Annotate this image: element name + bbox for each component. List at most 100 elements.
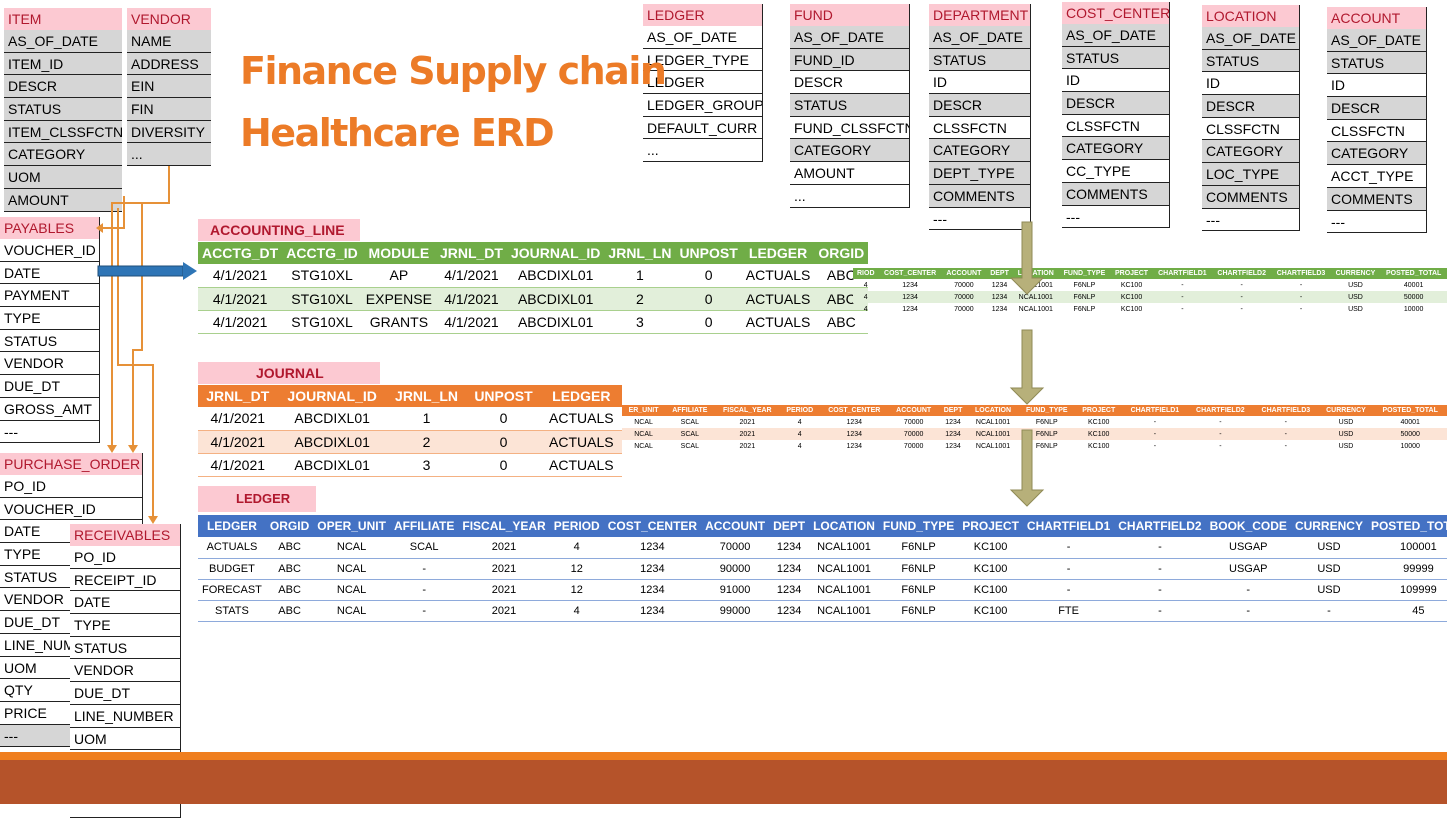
entity-field: CATEGORY bbox=[790, 139, 909, 163]
arrowhead-po bbox=[107, 445, 117, 453]
table-cell: 1234 bbox=[603, 558, 702, 580]
entity-field: STATUS bbox=[70, 636, 180, 660]
entity-field: AMOUNT bbox=[4, 188, 122, 212]
table-cell: 2021 bbox=[458, 537, 550, 559]
table-cell: ACTUALS bbox=[741, 287, 815, 311]
table-cell: F6NLP bbox=[1073, 281, 1096, 289]
column-header: FUND_TYPE bbox=[878, 515, 959, 537]
entity-field: STATUS bbox=[790, 94, 909, 117]
column-header: JRNL_LN bbox=[386, 385, 467, 407]
table-cell: 10000 bbox=[1403, 305, 1424, 313]
table-cell: - bbox=[1271, 291, 1331, 303]
table-cell: 70000 bbox=[954, 305, 974, 313]
entity-field: ID bbox=[1202, 72, 1299, 96]
table-cell: ACTUALS bbox=[540, 453, 622, 477]
entity-field: ITEM_ID bbox=[4, 52, 122, 76]
table-cell: 4/1/2021 bbox=[198, 407, 278, 431]
column-header: DEPT bbox=[986, 268, 1013, 279]
table-cell: STG10XL bbox=[282, 264, 362, 288]
table-cell: 3 bbox=[604, 310, 676, 334]
column-header: AFFILIATE bbox=[389, 515, 459, 537]
table-cell: NCAL bbox=[313, 537, 390, 559]
table-row: 4 1234 70000 1234 NCAL1001 F6NLP KC100 - - - USD 10… bbox=[853, 303, 1447, 315]
table-cell: NCAL1001 bbox=[967, 428, 1019, 440]
column-header: CURRENCY bbox=[1290, 515, 1367, 537]
entity-field: STATUS bbox=[1202, 49, 1299, 73]
table-cell: NCAL1001 bbox=[809, 600, 879, 622]
table-cell: ABCDIXL01 bbox=[277, 407, 387, 431]
column-header: CHARTFIELD2 bbox=[1212, 268, 1272, 279]
flow-arrow-3 bbox=[1009, 429, 1045, 507]
table-cell: - bbox=[1114, 558, 1206, 580]
entity-field: --- bbox=[1202, 208, 1299, 232]
entity-field: NAME bbox=[127, 30, 211, 53]
table-cell: NCAL1001 bbox=[809, 537, 879, 559]
table-row: 4/1/2021 ABCDIXL01 1 0 ACTUALS bbox=[198, 407, 622, 431]
table-cell: 2021 bbox=[714, 428, 781, 440]
table-cell: 1234 bbox=[769, 537, 810, 559]
ledger-label: LEDGER bbox=[198, 486, 316, 512]
journal-table: JRNL_DT JOURNAL_ID JRNL_LN UNPOST LEDGER 4/1/… bbox=[198, 385, 622, 477]
table-cell: - bbox=[1284, 442, 1288, 450]
entity-field: ACCT_TYPE bbox=[1327, 165, 1426, 188]
entity-fund: FUND AS_OF_DATE FUND_ID DESCR STATUS FUND_CLS… bbox=[790, 4, 910, 208]
column-header: ACCTG_DT bbox=[198, 242, 283, 264]
table-cell: F6NLP bbox=[878, 537, 959, 559]
entity-field: DEPT_TYPE bbox=[929, 162, 1030, 185]
column-header: ORGID bbox=[814, 242, 869, 264]
table-cell: 2021 bbox=[739, 442, 756, 450]
table-cell: 1234 bbox=[769, 600, 810, 622]
entity-field: AS_OF_DATE bbox=[790, 26, 909, 49]
entity-field: CATEGORY bbox=[1202, 140, 1299, 164]
table-cell: - bbox=[1114, 600, 1206, 622]
entity-field: DESCR bbox=[1327, 97, 1426, 120]
table-cell: NCAL bbox=[622, 428, 666, 440]
table-cell: - bbox=[389, 558, 459, 580]
entity-field: LOC_TYPE bbox=[1202, 163, 1299, 186]
table-cell: 2021 bbox=[458, 558, 550, 580]
entity-field: AS_OF_DATE bbox=[643, 26, 762, 49]
entity-field: COMMENTS bbox=[1062, 182, 1169, 206]
flow-arrow-2 bbox=[1009, 329, 1045, 405]
table-cell: 1234 bbox=[991, 281, 1008, 289]
entity-header-payables: PAYABLES bbox=[0, 217, 99, 239]
table-cell: 1234 bbox=[603, 579, 702, 601]
table-header-row: RIOD COST_CENTER ACCOUNT DEPT LOCATION FUND_T… bbox=[853, 268, 1447, 279]
table-cell: F6NLP bbox=[878, 600, 959, 622]
entity-field: FUND_ID bbox=[790, 48, 909, 72]
table-cell: 2021 bbox=[458, 579, 550, 601]
column-header: ER_UNIT bbox=[622, 405, 666, 416]
table-cell: USD bbox=[1348, 305, 1363, 313]
table-cell: - bbox=[1022, 537, 1115, 559]
table-cell: ACTUALS bbox=[198, 537, 266, 559]
entity-field: DATE bbox=[0, 261, 99, 285]
table-cell: ACTUALS bbox=[741, 264, 815, 288]
table-cell: ABC bbox=[814, 310, 869, 334]
table-row: ACTUALS ABC NCAL SCAL 2021 4 1234 70000 1234 NCAL… bbox=[198, 537, 1447, 559]
entity-field: CATEGORY bbox=[4, 143, 122, 167]
table-cell: - bbox=[1240, 305, 1243, 313]
column-header: FUND_TYPE bbox=[1058, 268, 1111, 279]
table-cell: USD bbox=[1348, 281, 1363, 289]
column-header: PROJECT bbox=[1075, 405, 1123, 416]
column-header: ACCOUNT bbox=[941, 268, 987, 279]
column-header: CHARTFIELD3 bbox=[1271, 268, 1331, 279]
table-cell: SCAL bbox=[665, 428, 715, 440]
table-cell: SCAL bbox=[680, 418, 699, 426]
column-header: FISCAL_YEAR bbox=[714, 405, 781, 416]
entity-field: ... bbox=[127, 143, 211, 167]
table-cell: 1234 bbox=[846, 442, 863, 450]
entity-header-location: LOCATION bbox=[1202, 5, 1299, 27]
table-cell: KC100 bbox=[1110, 291, 1153, 303]
table-cell: NCAL bbox=[313, 600, 390, 622]
table-cell: 4 bbox=[549, 537, 604, 559]
table-cell: 99000 bbox=[701, 600, 770, 622]
entity-item: ITEM AS_OF_DATE ITEM_ID DESCR STATUS ITEM_CLS… bbox=[4, 8, 122, 212]
column-header: ACCTG_ID bbox=[282, 242, 362, 264]
table-cell: - bbox=[1181, 305, 1184, 313]
entity-field: ID bbox=[929, 71, 1030, 95]
column-header: LOCATION bbox=[1012, 268, 1059, 279]
entity-field: ID bbox=[1062, 69, 1169, 93]
entity-field: STATUS bbox=[1327, 51, 1426, 75]
table-cell: USD bbox=[1318, 428, 1374, 440]
